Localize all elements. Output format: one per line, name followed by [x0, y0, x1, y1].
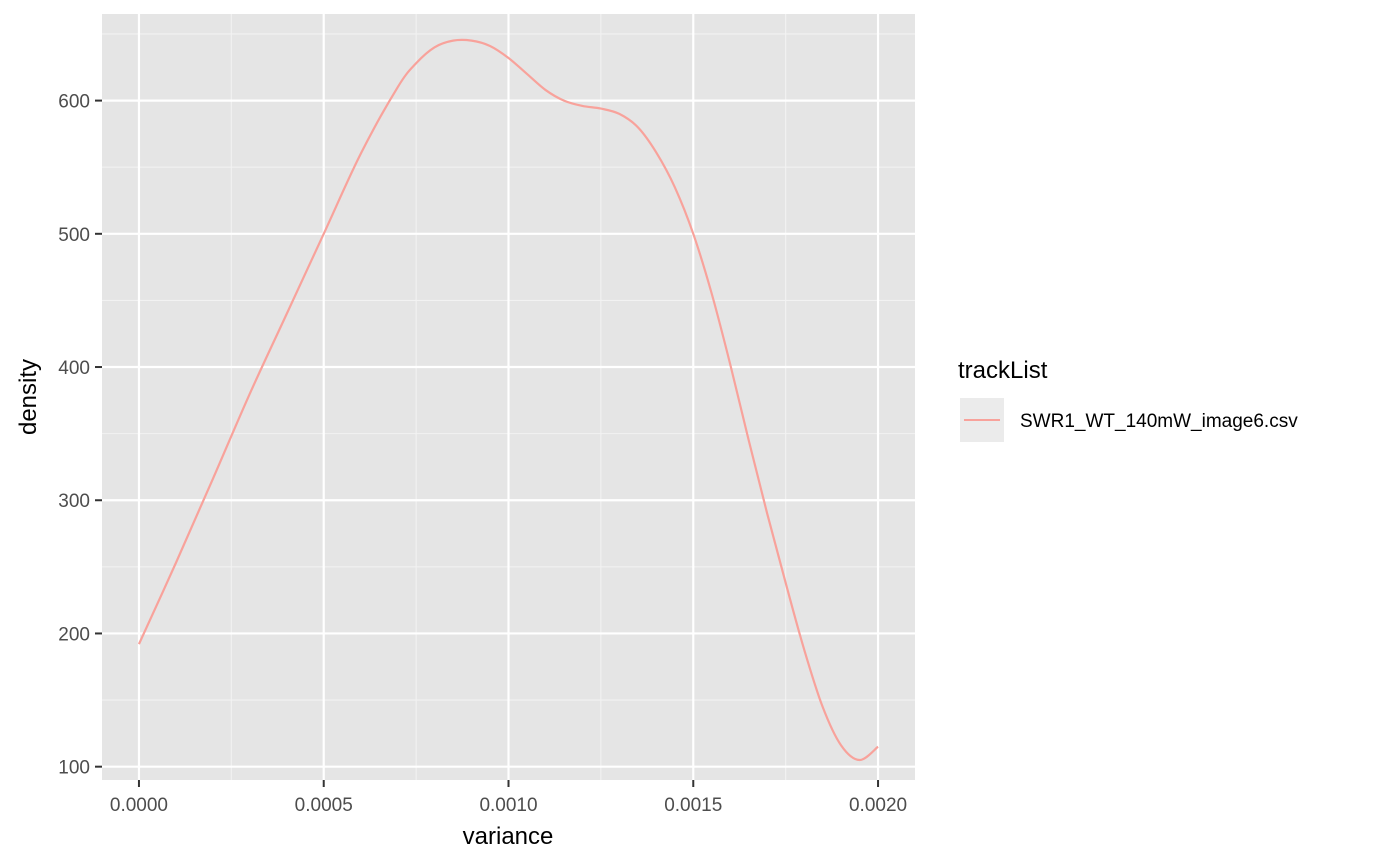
- density-line: [137, 38, 879, 762]
- y-tick-label: 200: [58, 624, 90, 645]
- x-tick-label: 0.0005: [295, 795, 353, 816]
- x-tick-label: 0.0000: [110, 795, 168, 816]
- x-tick-label: 0.0010: [479, 795, 537, 816]
- series-layer: [137, 38, 879, 762]
- legend-title: trackList: [958, 357, 1048, 384]
- y-tick-label: 100: [58, 758, 90, 779]
- y-axis-ticks: 100 200 300 400 500 600: [58, 92, 102, 779]
- legend-label: SWR1_WT_140mW_image6.csv: [1020, 411, 1298, 432]
- x-tick-label: 0.0015: [664, 795, 722, 816]
- y-tick-label: 300: [58, 491, 90, 512]
- y-tick-label: 600: [58, 92, 90, 113]
- x-tick-label: 0.0020: [849, 795, 907, 816]
- legend: trackList SWR1_WT_140mW_image6.csv: [958, 357, 1298, 442]
- x-axis-title: variance: [463, 823, 554, 850]
- y-tick-label: 500: [58, 225, 90, 246]
- major-gridlines: [102, 14, 915, 780]
- y-tick-label: 400: [58, 358, 90, 379]
- x-axis-ticks: 0.0000 0.0005 0.0010 0.0015 0.0020: [110, 780, 907, 816]
- y-axis-title: density: [15, 359, 42, 435]
